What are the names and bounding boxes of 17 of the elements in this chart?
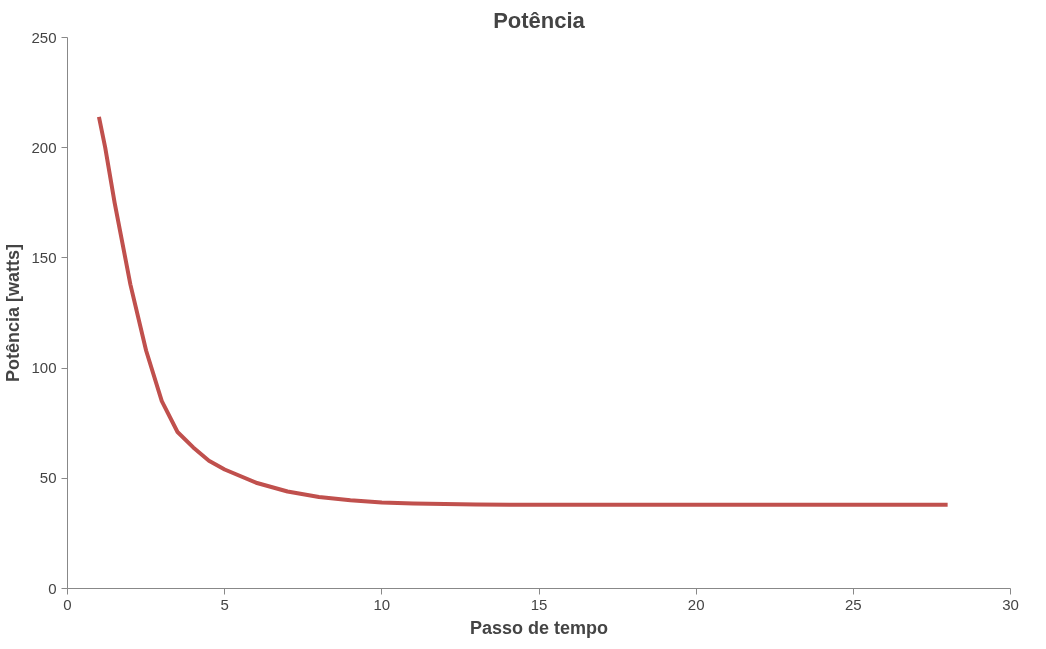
y-tick-label: 150	[31, 248, 57, 266]
x-tick-label: 10	[373, 595, 391, 613]
y-tick-label: 0	[48, 579, 57, 597]
y-tick-label: 200	[31, 138, 57, 156]
x-axis-title: Passo de tempo	[469, 617, 609, 638]
x-tick-label: 25	[844, 595, 862, 613]
y-axis-title: Potência [watts]	[3, 243, 24, 383]
y-tick-label: 250	[31, 28, 57, 46]
x-tick-label: 15	[530, 595, 548, 613]
chart-title: Potência	[493, 7, 586, 33]
y-tick-label: 50	[39, 469, 57, 487]
line-series	[96, 114, 950, 507]
x-tick-label: 0	[63, 595, 72, 613]
x-tick-label: 5	[220, 595, 229, 613]
y-tick-label: 100	[31, 359, 57, 377]
x-tick-label: 30	[1002, 595, 1019, 613]
x-tick-label: 20	[687, 595, 705, 613]
